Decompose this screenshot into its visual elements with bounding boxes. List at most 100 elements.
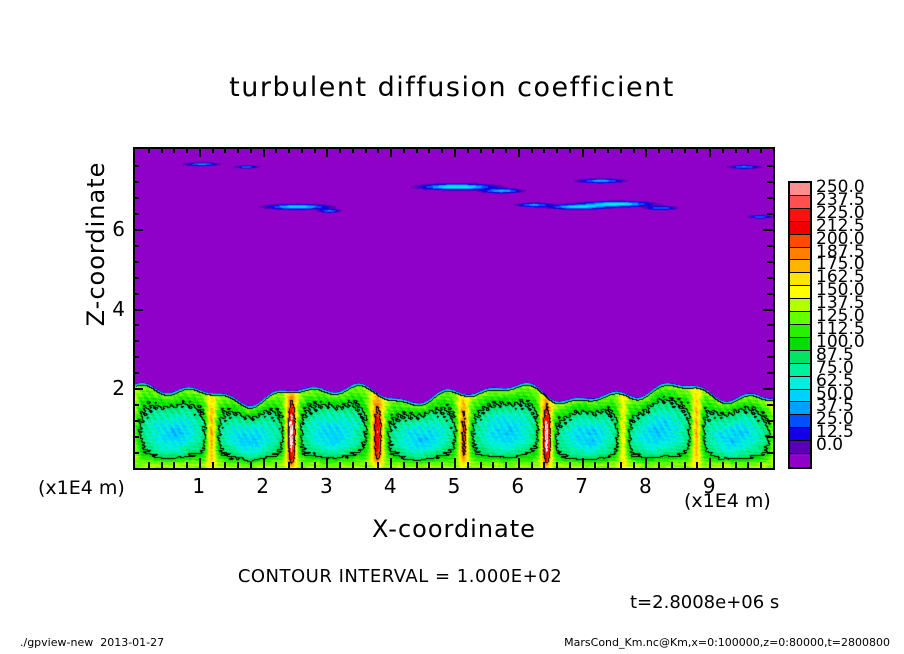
y-tick xyxy=(767,165,773,167)
x-tick xyxy=(645,147,647,157)
x-tick xyxy=(288,147,290,153)
colorbar-tick-label: 187.5 xyxy=(816,241,865,262)
colorbar-tick-label: 50.0 xyxy=(816,383,854,404)
x-tick xyxy=(658,147,660,153)
colorbar-swatch xyxy=(790,389,810,403)
x-tick xyxy=(569,462,571,468)
x-tick xyxy=(594,147,596,153)
y-tick xyxy=(767,324,773,326)
colorbar-tick-label: 0.0 xyxy=(816,435,844,456)
colorbar xyxy=(788,181,812,469)
x-tick xyxy=(722,147,724,153)
x-tick-label: 8 xyxy=(639,474,652,498)
colorbar-swatch xyxy=(790,415,810,429)
colorbar-tick-label: 87.5 xyxy=(816,344,854,365)
x-tick-label: 5 xyxy=(447,474,461,498)
y-tick xyxy=(767,372,773,374)
y-tick xyxy=(133,324,139,326)
y-tick xyxy=(767,277,773,279)
colorbar-tick-label: 25.0 xyxy=(816,409,854,430)
x-tick xyxy=(582,147,584,157)
y-tick xyxy=(767,197,773,199)
x-tick xyxy=(518,147,520,157)
y-tick xyxy=(767,245,773,247)
x-tick-label: 4 xyxy=(383,474,397,498)
y-tick xyxy=(133,213,139,215)
y-tick xyxy=(133,277,139,279)
colorbar-swatch xyxy=(790,260,810,274)
x-tick xyxy=(352,462,354,468)
colorbar-tick-label: 100.0 xyxy=(816,331,865,352)
x-tick xyxy=(543,462,545,468)
x-tick xyxy=(607,147,609,153)
x-tick xyxy=(633,147,635,153)
x-tick xyxy=(441,147,443,153)
y-tick xyxy=(763,229,773,231)
x-tick xyxy=(454,147,456,157)
x-tick xyxy=(250,462,252,468)
colorbar-swatch xyxy=(790,247,810,261)
y-tick xyxy=(133,165,139,167)
x-tick xyxy=(722,462,724,468)
y-tick xyxy=(133,436,139,438)
footer-command-label: ./gpview-new 2013-01-27 xyxy=(20,636,165,649)
colorbar-tick-label: 125.0 xyxy=(816,306,865,327)
x-tick xyxy=(441,462,443,468)
y-tick xyxy=(133,452,139,454)
x-tick xyxy=(403,147,405,153)
x-tick xyxy=(709,458,711,468)
colorbar-tick-label: 212.5 xyxy=(816,215,865,236)
x-tick xyxy=(314,147,316,153)
x-tick xyxy=(735,147,737,153)
x-tick xyxy=(492,147,494,153)
x-tick xyxy=(326,458,328,468)
x-tick xyxy=(505,462,507,468)
y-tick-label: 4 xyxy=(112,296,125,321)
x-tick xyxy=(314,462,316,468)
x-tick xyxy=(428,147,430,153)
colorbar-swatch xyxy=(790,273,810,287)
x-tick xyxy=(467,147,469,153)
x-tick xyxy=(275,462,277,468)
x-tick xyxy=(684,147,686,153)
x-tick xyxy=(684,462,686,468)
x-tick xyxy=(301,462,303,468)
x-tick xyxy=(224,147,226,153)
y-tick xyxy=(767,404,773,406)
y-tick xyxy=(767,213,773,215)
y-tick xyxy=(133,356,139,358)
x-tick-label: 7 xyxy=(575,474,588,498)
y-tick xyxy=(763,388,773,390)
colorbar-tick-label: 37.5 xyxy=(816,396,854,417)
colorbar-tick-label: 200.0 xyxy=(816,228,865,249)
x-tick xyxy=(326,147,328,157)
colorbar-swatch xyxy=(790,350,810,364)
y-tick xyxy=(767,293,773,295)
colorbar-swatch xyxy=(790,441,810,455)
colorbar-tick-label: 150.0 xyxy=(816,280,865,301)
x-tick xyxy=(620,147,622,153)
x-tick xyxy=(377,462,379,468)
colorbar-tick-label: 175.0 xyxy=(816,254,865,275)
x-tick xyxy=(161,147,163,153)
x-tick xyxy=(263,458,265,468)
x-tick xyxy=(186,462,188,468)
y-tick xyxy=(133,372,139,374)
y-tick xyxy=(133,388,143,390)
x-tick xyxy=(607,462,609,468)
colorbar-swatch xyxy=(790,234,810,248)
x-tick xyxy=(620,462,622,468)
colorbar-tick-label: 112.5 xyxy=(816,319,865,339)
x-tick xyxy=(403,462,405,468)
x-tick xyxy=(671,462,673,468)
x-tick xyxy=(416,462,418,468)
colorbar-swatch xyxy=(790,454,810,467)
x-tick xyxy=(365,147,367,153)
colorbar-swatch xyxy=(790,299,810,313)
x-tick xyxy=(390,458,392,468)
x-tick-label: 2 xyxy=(256,474,269,498)
x-tick xyxy=(148,147,150,153)
y-tick xyxy=(763,309,773,311)
colorbar-swatch xyxy=(790,208,810,222)
x-tick xyxy=(212,147,214,153)
